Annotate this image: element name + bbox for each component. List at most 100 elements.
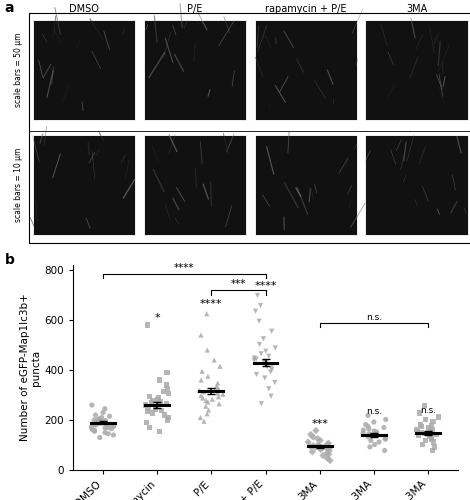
Bar [33,20,135,120]
Point [380,424,388,432]
Point [433,430,440,438]
Point [418,440,426,448]
Point [197,331,204,339]
Point [205,406,212,414]
Point [157,398,164,406]
Text: ***: *** [312,420,328,430]
Point [90,416,98,424]
Point [91,426,98,434]
Point [268,362,276,370]
Bar [255,135,357,235]
Point [422,416,430,424]
Point [309,433,317,441]
Point [92,411,99,419]
Point [360,426,367,434]
Point [314,434,321,443]
Point [94,416,102,424]
Point [427,427,434,435]
Point [99,408,107,416]
Point [326,444,333,452]
Point [257,302,264,310]
Point [415,432,423,440]
Point [146,392,153,400]
Point [416,409,423,417]
Point [262,359,270,367]
Text: n.s.: n.s. [420,406,437,415]
Point [153,402,161,410]
Point [219,390,227,398]
Point [94,417,102,425]
Point [142,401,149,409]
Text: ****: **** [174,263,195,273]
Point [263,363,271,371]
Point [428,435,435,444]
Text: ****: **** [200,298,222,308]
Point [256,340,263,348]
Point [323,449,331,457]
Point [253,370,260,378]
Point [196,414,204,422]
Point [366,430,373,439]
Point [200,417,208,425]
Point [254,292,261,300]
Point [148,399,155,407]
Point [100,418,107,426]
Point [163,368,171,376]
Point [272,344,279,352]
Point [417,428,425,436]
Point [197,392,205,400]
Point [258,400,265,408]
Point [91,427,98,435]
Point [102,424,109,432]
Point [371,440,378,448]
Point [145,424,153,432]
Point [370,418,377,426]
Point [364,432,372,441]
Point [101,405,109,413]
Text: ****: **** [254,281,277,291]
Point [429,426,437,434]
Bar [33,135,135,235]
Point [96,415,103,423]
Point [271,378,279,386]
Point [370,427,378,435]
Point [215,400,223,408]
Point [260,358,267,366]
Text: b: b [5,252,15,266]
Point [143,418,150,426]
Text: P/E: P/E [187,4,203,14]
Text: rapamycin + P/E: rapamycin + P/E [265,4,346,14]
Text: DMSO: DMSO [69,4,99,14]
Point [152,405,159,413]
Point [381,446,388,454]
Point [161,411,168,419]
Point [262,347,269,355]
Point [425,432,433,441]
Point [154,396,161,404]
Point [110,431,117,439]
Point [156,376,163,384]
Point [430,438,438,446]
Point [202,396,210,404]
Point [317,446,324,454]
Point [96,434,103,442]
Point [164,390,172,398]
Point [203,310,211,318]
Point [149,396,156,404]
Point [366,443,374,451]
Point [323,454,331,462]
Point [325,440,332,447]
Point [309,448,316,456]
Point [319,452,327,460]
Point [255,318,263,326]
Point [422,436,429,444]
Point [428,422,436,430]
Text: 3MA: 3MA [406,4,427,14]
Point [88,401,95,409]
Point [325,446,333,454]
Bar [366,135,468,235]
Point [110,422,118,430]
Point [91,420,99,428]
Point [204,346,211,354]
Point [259,335,267,343]
